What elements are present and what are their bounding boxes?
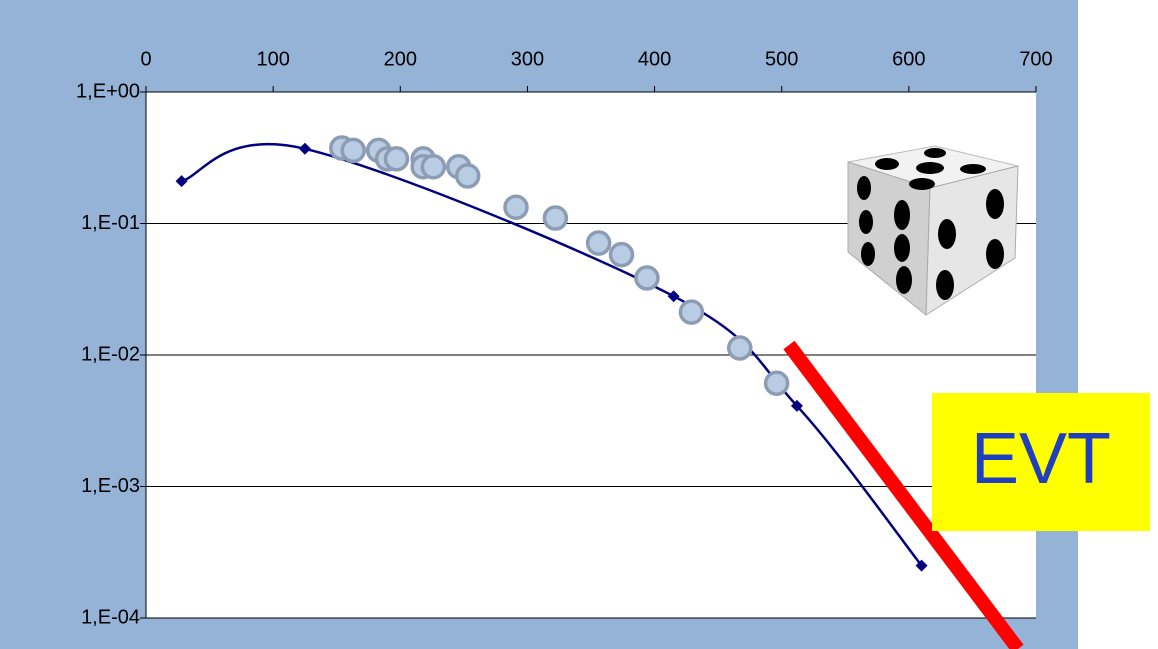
circle-marker (342, 139, 364, 161)
circle-marker (729, 337, 751, 359)
y-tick-label: 1,E+00 (76, 80, 140, 102)
y-tick-label: 1,E-04 (81, 606, 140, 628)
circle-marker (385, 148, 407, 170)
circle-marker (422, 156, 444, 178)
x-tick-label: 500 (765, 48, 798, 70)
y-tick-label: 1,E-03 (81, 475, 140, 497)
x-tick-label: 100 (256, 48, 289, 70)
x-tick-label: 0 (140, 48, 151, 70)
circle-marker (611, 244, 633, 266)
x-tick-label: 700 (1019, 48, 1052, 70)
circle-marker (680, 301, 702, 323)
circle-marker (766, 372, 788, 394)
x-tick-label: 400 (638, 48, 671, 70)
evt-label: EVT (971, 419, 1111, 499)
circle-marker (505, 196, 527, 218)
x-tick-label: 300 (511, 48, 544, 70)
circle-marker (588, 232, 610, 254)
chart: 1,E+00 1,E-01 1,E-02 1,E-03 1,E-04 0 100 200 300… (0, 0, 1158, 649)
circle-marker (636, 267, 658, 289)
circle-marker (457, 165, 479, 187)
y-tick-label: 1,E-02 (81, 343, 140, 365)
y-tick-label: 1,E-01 (81, 212, 140, 234)
circle-marker (544, 207, 566, 229)
x-tick-label: 600 (892, 48, 925, 70)
x-tick-label: 200 (384, 48, 417, 70)
